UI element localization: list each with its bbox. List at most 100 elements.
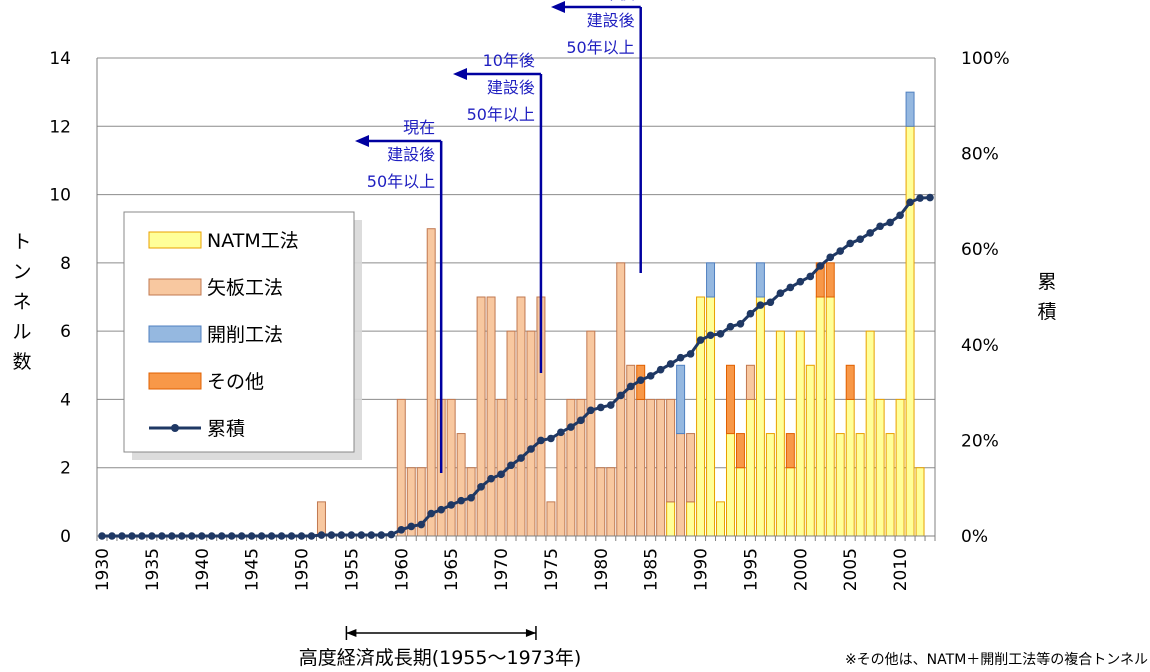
x-tick-label: 1970 xyxy=(492,548,512,591)
cumulative-point xyxy=(687,350,695,358)
x-tick-label: 1955 xyxy=(342,548,362,591)
cumulative-point xyxy=(846,240,854,248)
bar-NATM工法 xyxy=(816,297,824,536)
cumulative-point xyxy=(138,532,146,540)
cumulative-point xyxy=(118,532,126,540)
bar-矢板工法 xyxy=(397,399,405,536)
cumulative-point xyxy=(427,510,435,518)
annotation-text: 建設後 xyxy=(387,145,435,164)
cumulative-point xyxy=(906,199,914,207)
cumulative-point xyxy=(188,532,196,540)
cumulative-point xyxy=(707,331,715,339)
cumulative-point xyxy=(278,532,286,540)
cumulative-point xyxy=(108,532,116,540)
y-left-axis-title: トンネル数 xyxy=(12,231,31,373)
legend-label: 開削工法 xyxy=(207,324,283,346)
cumulative-point xyxy=(767,298,775,306)
x-tick-label: 1990 xyxy=(692,548,712,591)
bar-矢板工法 xyxy=(527,331,535,536)
bar-開削工法 xyxy=(906,92,914,126)
cumulative-point xyxy=(876,222,884,230)
y-left-tick-label: 4 xyxy=(60,390,71,410)
legend-swatch-矢板工法 xyxy=(149,279,201,295)
x-tick-label: 2000 xyxy=(791,548,811,591)
cumulative-point xyxy=(368,531,376,539)
cumulative-point xyxy=(168,532,176,540)
bar-NATM工法 xyxy=(896,399,904,536)
bar-NATM工法 xyxy=(836,434,844,536)
cumulative-point xyxy=(417,521,425,529)
x-tick-label: 1950 xyxy=(293,548,313,591)
cumulative-point xyxy=(268,532,276,540)
bar-NATM工法 xyxy=(776,331,784,536)
x-tick-label: 1985 xyxy=(642,548,662,591)
bar-矢板工法 xyxy=(607,468,615,536)
legend-label: NATM工法 xyxy=(207,230,299,252)
cumulative-point xyxy=(348,531,356,539)
y-right-tick-label: 60% xyxy=(961,240,999,260)
cumulative-point xyxy=(358,531,366,539)
cumulative-point xyxy=(258,532,266,540)
y-left-tick-label: 12 xyxy=(49,117,71,137)
cumulative-point xyxy=(667,360,675,368)
bar-NATM工法 xyxy=(876,399,884,536)
cumulative-point xyxy=(697,336,705,344)
cumulative-point xyxy=(886,219,894,227)
cumulative-point xyxy=(507,461,515,469)
y-right-tick-label: 40% xyxy=(961,336,999,356)
bar-矢板工法 xyxy=(746,365,754,399)
legend-label: その他 xyxy=(207,371,264,393)
cumulative-point xyxy=(617,392,625,400)
bar-矢板工法 xyxy=(567,399,575,536)
cumulative-point xyxy=(797,278,805,286)
cumulative-point xyxy=(727,323,735,331)
cumulative-point xyxy=(677,354,685,362)
legend-label: 矢板工法 xyxy=(207,277,283,299)
cumulative-point xyxy=(298,532,306,540)
legend-line-marker xyxy=(171,424,179,432)
cumulative-point xyxy=(577,417,585,425)
cumulative-point xyxy=(926,194,934,202)
annotation-text: 50年以上 xyxy=(367,172,435,191)
x-tick-label: 1940 xyxy=(193,548,213,591)
bar-矢板工法 xyxy=(497,399,505,536)
cumulative-point xyxy=(747,310,755,318)
bar-NATM工法 xyxy=(766,434,774,536)
x-tick-label: 1980 xyxy=(592,548,612,591)
bar-NATM工法 xyxy=(667,502,675,536)
cumulative-point xyxy=(178,532,186,540)
bar-矢板工法 xyxy=(597,468,605,536)
cumulative-point xyxy=(397,526,405,534)
cumulative-point xyxy=(457,497,465,505)
cumulative-point xyxy=(816,262,824,270)
annotation-text: 建設後 xyxy=(487,78,535,97)
cumulative-point xyxy=(547,435,555,443)
cumulative-point xyxy=(856,235,864,243)
cumulative-point xyxy=(148,532,156,540)
bar-矢板工法 xyxy=(557,434,565,536)
cumulative-point xyxy=(826,254,834,262)
bar-NATM工法 xyxy=(687,502,695,536)
cumulative-point xyxy=(308,532,316,540)
cumulative-point xyxy=(208,532,216,540)
cumulative-point xyxy=(836,247,844,255)
bar-矢板工法 xyxy=(647,399,655,536)
x-tick-label: 2005 xyxy=(841,548,861,591)
annotation-text: 現在 xyxy=(403,118,435,137)
annotation-arrowhead xyxy=(355,135,369,147)
y-right-tick-label: 0% xyxy=(961,527,988,547)
period-arrow-right xyxy=(526,629,536,637)
cumulative-point xyxy=(288,532,296,540)
cumulative-point xyxy=(497,471,505,479)
y-left-tick-label: 6 xyxy=(60,322,71,342)
bar-矢板工法 xyxy=(517,297,525,536)
cumulative-point xyxy=(198,532,206,540)
cumulative-point xyxy=(437,506,445,514)
bar-NATM工法 xyxy=(856,434,864,536)
y-right-tick-label: 100% xyxy=(961,49,1010,69)
y-right-tick-label: 80% xyxy=(961,145,999,165)
bar-矢板工法 xyxy=(677,434,685,536)
cumulative-point xyxy=(757,301,765,309)
cumulative-point xyxy=(537,437,545,445)
bar-NATM工法 xyxy=(806,365,814,536)
